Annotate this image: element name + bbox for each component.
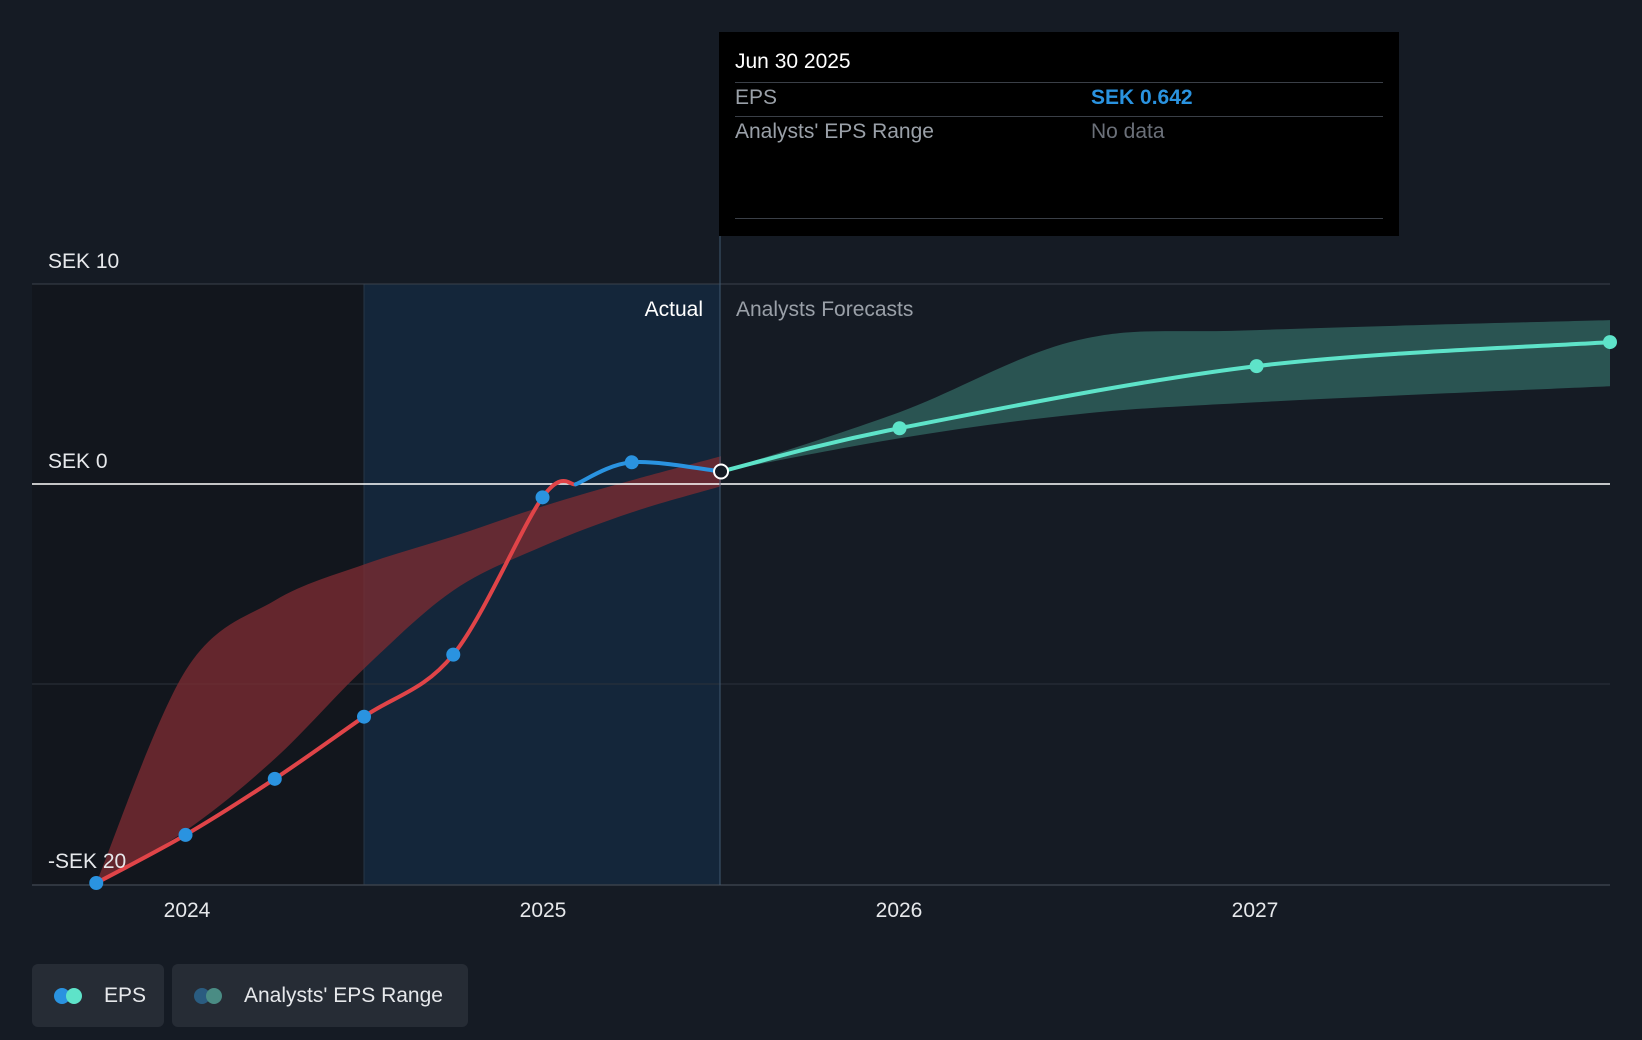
eps-legend-icon (54, 987, 90, 1004)
eps-points (89, 335, 1617, 890)
y-tick-label-0: SEK 0 (48, 450, 108, 473)
eps-range-band-forecast (721, 320, 1610, 472)
tooltip-eps-label: EPS (735, 86, 778, 109)
eps-point-selected[interactable] (713, 463, 730, 480)
tooltip-eps-value: SEK 0.642 (1091, 86, 1193, 109)
eps-range-band-actual (96, 456, 722, 883)
x-tick-label-2025: 2025 (520, 899, 567, 922)
eps-point-actual[interactable] (89, 875, 104, 890)
legend-item-eps[interactable]: EPS (32, 964, 164, 1027)
eps-line-forecast (719, 340, 1612, 474)
tooltip-divider (735, 218, 1383, 219)
eps-point-actual[interactable] (267, 771, 282, 786)
eps-point-forecast[interactable] (1249, 359, 1264, 374)
x-tick-label-2027: 2027 (1232, 899, 1279, 922)
eps-range-legend-icon (194, 987, 230, 1004)
eps-point-actual[interactable] (446, 647, 461, 662)
legend-item-eps-range[interactable]: Analysts' EPS Range (172, 964, 468, 1027)
eps-point-actual[interactable] (535, 490, 550, 505)
x-tick-label-2026: 2026 (876, 899, 923, 922)
tooltip-range-value: No data (1091, 120, 1165, 143)
eps-point-actual[interactable] (357, 709, 372, 724)
eps-point-actual[interactable] (178, 827, 193, 842)
eps-point-forecast[interactable] (1603, 335, 1617, 350)
x-tick-label-2024: 2024 (164, 899, 211, 922)
tooltip-date: Jun 30 2025 (735, 50, 851, 73)
eps-point-forecast[interactable] (892, 421, 907, 436)
tooltip-range-label: Analysts' EPS Range (735, 120, 934, 143)
tooltip-divider (735, 116, 1383, 117)
tooltip: Jun 30 2025 EPS SEK 0.642 Analysts' EPS … (719, 32, 1399, 236)
legend-label-eps: EPS (104, 983, 147, 1007)
forecast-label: Analysts Forecasts (736, 298, 913, 321)
legend-label-eps-range: Analysts' EPS Range (244, 983, 443, 1007)
tooltip-divider (735, 82, 1383, 83)
y-tick-label-10: SEK 10 (48, 250, 119, 273)
eps-point-actual[interactable] (624, 455, 639, 470)
y-tick-label-minus-20: -SEK 20 (48, 850, 126, 873)
actual-label: Actual (645, 298, 703, 321)
